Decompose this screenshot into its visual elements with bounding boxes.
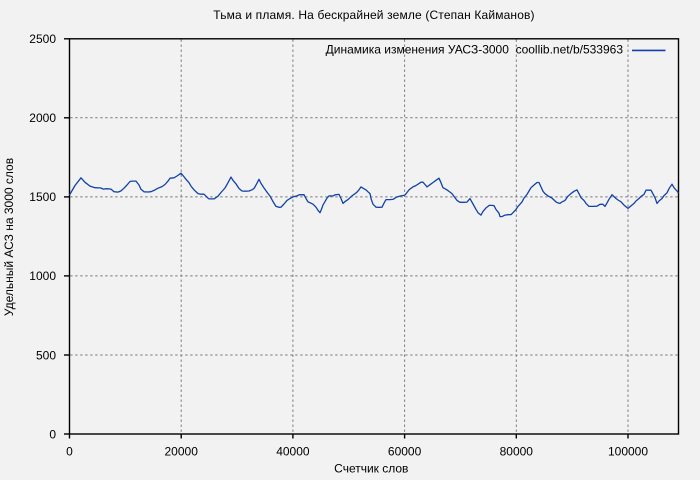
svg-text:Динамика изменения УАСЗ-3000: Динамика изменения УАСЗ-3000 coollib.net… xyxy=(326,42,624,56)
svg-text:2500: 2500 xyxy=(29,32,56,46)
svg-text:1500: 1500 xyxy=(29,190,56,204)
svg-text:Счетчик слов: Счетчик слов xyxy=(334,462,408,476)
svg-text:0: 0 xyxy=(49,427,56,441)
svg-text:20000: 20000 xyxy=(165,445,199,459)
svg-text:Тьма и пламя. На бескрайней зе: Тьма и пламя. На бескрайней земле (Степа… xyxy=(213,8,534,22)
svg-text:100000: 100000 xyxy=(608,445,648,459)
svg-text:40000: 40000 xyxy=(276,445,310,459)
svg-text:1000: 1000 xyxy=(29,269,56,283)
svg-text:60000: 60000 xyxy=(388,445,422,459)
svg-text:2000: 2000 xyxy=(29,111,56,125)
svg-text:Удельный АСЗ на 3000 слов: Удельный АСЗ на 3000 слов xyxy=(2,158,16,316)
svg-text:0: 0 xyxy=(66,445,73,459)
svg-text:80000: 80000 xyxy=(500,445,534,459)
svg-text:500: 500 xyxy=(36,348,56,362)
